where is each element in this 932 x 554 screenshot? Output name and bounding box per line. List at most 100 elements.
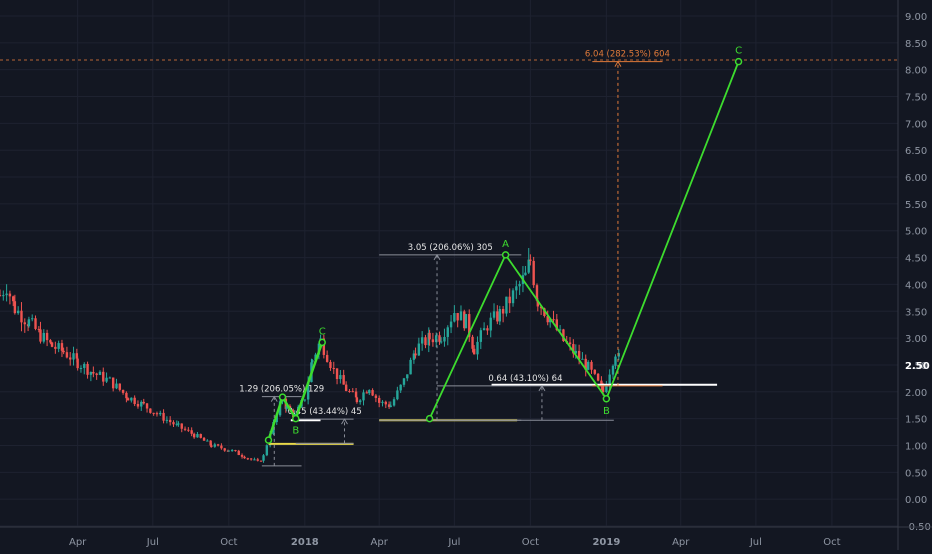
candle-body [246,458,250,460]
y-tick-label: 9.00 [905,12,927,23]
candle-body [479,330,483,342]
candle-body [196,434,199,438]
wave-large-label-a: A [502,239,509,250]
candle-body [285,405,288,409]
candle-body [175,423,178,425]
wave-small-point [292,414,300,423]
candle-body [596,373,600,381]
candle-body [332,367,335,369]
y-tick-label: 4.50 [905,254,927,265]
candle-body [543,308,546,317]
y-tick-label: 6.00 [905,173,927,184]
candle-body [355,397,359,403]
candle-body [449,321,453,328]
wave-small-point [264,436,273,444]
candle-body [572,344,575,354]
y-tick-label: 2.50 [905,361,927,372]
wave-small-label-b: B [292,426,299,437]
candle-body [92,371,95,374]
candle-body [532,260,535,286]
y-tick-label: 1.00 [905,441,927,452]
candle-body [149,408,152,413]
wave-small-label-c: C [319,326,326,337]
candle-body [614,356,617,366]
candle-body [34,318,37,329]
candle-body [453,313,456,322]
candle-body [344,384,348,391]
candle-body [89,371,93,375]
candle-body [351,391,354,393]
candle-body [443,336,446,342]
candle-body [546,316,549,323]
candle-body [384,401,388,405]
y-tick-label: 3.00 [905,334,927,345]
candle-body [118,383,121,390]
candle-body [142,401,145,404]
candle-body [105,377,108,382]
candle-body [322,338,326,355]
candle-body [115,383,118,389]
candle-body [420,337,424,344]
candle-body [72,353,75,360]
candle-body [243,456,246,459]
candle-body [213,444,216,447]
candle-body [505,296,508,314]
candle-body [358,400,362,403]
candle-body [498,308,502,322]
candle-body [60,343,64,351]
candle-body [152,412,155,414]
candle-body [399,384,402,391]
candle-body [412,353,416,360]
candle-body [256,459,259,461]
wave-large-line [428,61,740,420]
wave-large-label-b: B [603,406,610,417]
candle-body [536,300,540,307]
candle-body [75,353,79,359]
measure-label: 0.45 (43.44%) 45 [288,407,362,417]
candle-body [518,283,521,287]
candle-body [535,285,539,301]
measure-arrow-head [614,60,622,67]
candle-body [549,319,552,323]
wave-small-point [278,393,287,401]
candle-body [209,440,212,446]
y-tick-label: 6.50 [905,146,927,157]
candle-body [8,293,12,297]
x-tick-label: Oct [220,537,237,548]
candle-body [54,346,57,349]
candle-body [428,332,431,340]
candle-body [489,317,492,331]
candle-body [558,329,562,331]
candle-body [159,412,162,415]
candle-body [601,385,605,393]
x-tick-label: Oct [522,537,539,548]
measure-label: 6.04 (282.53%) 604 [585,50,670,60]
y-tick-label: 8.00 [905,66,927,77]
measure-label: 3.05 (206.06%) 305 [408,243,493,253]
candle-body [108,377,112,379]
y-tick-label: 2.00 [905,388,927,399]
time-axis[interactable]: Apr Jul Oct 2018 Apr Jul Oct 2019 Apr Jul Oct [0,526,932,548]
candle-body [342,375,345,385]
candle-body [199,434,202,438]
y-tick-label: 5.00 [905,227,927,238]
candle-body [206,440,209,442]
candle-body [555,319,559,331]
candle-body [611,365,615,375]
candle-body [381,401,384,403]
candle-body [125,392,128,399]
candle-body [365,392,369,394]
candle-body [511,290,515,304]
candle-body [605,385,608,393]
candle-body [496,311,499,322]
candle-body [417,343,421,356]
candle-body [259,460,263,462]
candle-body [463,311,466,329]
y-tick-label: 1.50 [905,415,927,426]
y-tick-label: 7.00 [905,119,927,130]
x-tick-label: 2019 [592,537,620,548]
y-tick-label: 8.50 [905,39,927,50]
measure-arrow-head [538,384,546,392]
